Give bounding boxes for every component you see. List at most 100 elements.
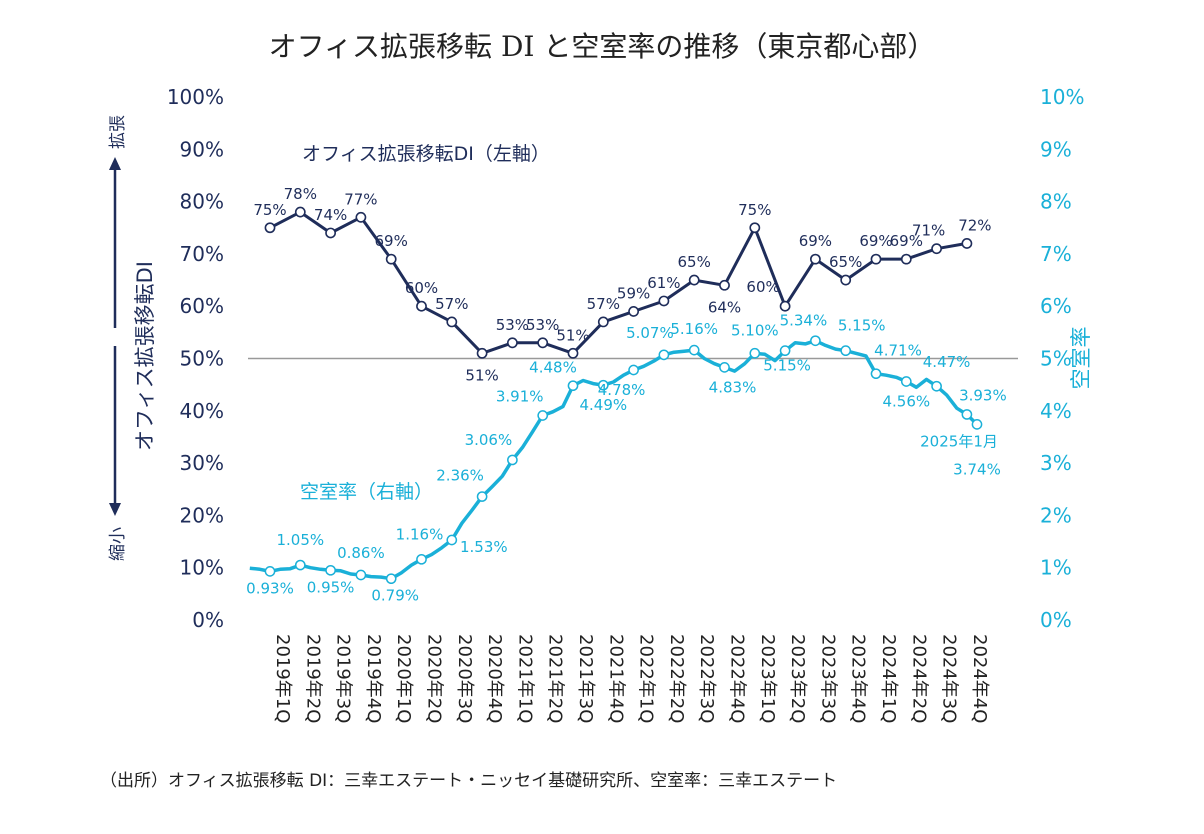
vacancy-data-label: 1.16%: [396, 525, 444, 543]
x-tick-label: 2021年3Q: [575, 634, 596, 723]
di-data-label: 61%: [647, 274, 680, 292]
di-data-label: 51%: [465, 366, 498, 384]
left-tick-label: 90%: [180, 137, 224, 161]
di-data-label: 65%: [678, 253, 711, 271]
vacancy-point: [567, 380, 579, 392]
vacancy-data-label: 0.79%: [371, 587, 419, 605]
di-data-label: 78%: [284, 185, 317, 203]
vacancy-point: [294, 559, 306, 571]
left-tick-label: 0%: [192, 608, 224, 632]
di-point: [355, 211, 367, 223]
vacancy-data-label: 5.16%: [670, 320, 718, 338]
chart-title: オフィス拡張移転 DI と空室率の推移（東京都心部）: [269, 30, 936, 63]
di-series: 75%78%74%77%69%60%57%51%53%53%51%57%59%6…: [253, 185, 991, 384]
di-point: [385, 253, 397, 265]
right-tick-label: 9%: [1040, 137, 1072, 161]
x-tick-label: 2021年2Q: [545, 634, 566, 723]
left-tick-label: 30%: [180, 451, 224, 475]
left-tick-label: 20%: [180, 503, 224, 527]
right-tick-label: 4%: [1040, 399, 1072, 423]
vacancy-point: [931, 380, 942, 392]
di-data-label: 51%: [556, 326, 589, 344]
di-point: [476, 347, 488, 359]
vacancy-data-label: 4.78%: [598, 381, 646, 399]
left-axis-title: オフィス拡張移転DI: [133, 261, 157, 451]
di-point: [628, 306, 639, 317]
di-data-label: 69%: [890, 232, 923, 250]
x-tick-label: 2022年3Q: [696, 634, 717, 723]
x-tick-label: 2021年4Q: [605, 634, 626, 723]
source-note: （出所）オフィス拡張移転 DI：三幸エステート・ニッセイ基礎研究所、空室率：三幸…: [100, 771, 837, 791]
vacancy-point: [719, 362, 730, 373]
di-line: [269, 210, 968, 355]
di-point: [567, 347, 579, 359]
vacancy-point: [507, 454, 518, 466]
vacancy-point: [446, 534, 458, 546]
di-point: [264, 222, 276, 234]
di-data-label: 57%: [435, 295, 468, 313]
di-point: [840, 274, 852, 286]
di-data-label: 64%: [708, 298, 741, 316]
right-tick-label: 7%: [1040, 242, 1072, 266]
di-data-label: 72%: [958, 216, 991, 234]
right-tick-label: 3%: [1040, 451, 1072, 475]
di-point: [688, 274, 700, 286]
di-point: [658, 295, 670, 307]
di-data-label: 65%: [829, 253, 862, 271]
right-tick-label: 1%: [1040, 556, 1072, 580]
vacancy-series-label: 空室率（右軸）: [300, 481, 433, 503]
x-tick-label: 2020年2Q: [424, 634, 445, 723]
right-axis-title: 空室率: [1069, 327, 1093, 390]
vacancy-data-label: 5.10%: [731, 321, 779, 339]
left-axis: 0% 10% 20% 30% 40% 50% 60% 70% 80% 90% 100%: [167, 85, 224, 632]
vacancy-data-label: 1.53%: [460, 538, 508, 556]
vacancy-data-label: 3.06%: [465, 431, 513, 449]
x-tick-label: 2020年4Q: [484, 634, 505, 723]
vacancy-point: [385, 573, 397, 585]
vacancy-point: [355, 569, 367, 581]
vacancy-point: [597, 379, 609, 391]
vacancy-point: [628, 364, 639, 376]
di-data-label: 74%: [314, 206, 347, 224]
vacancy-point: [325, 564, 336, 576]
vacancy-data-label: 4.71%: [874, 342, 922, 360]
vacancy-point: [749, 347, 761, 359]
vacancy-final-note: 2025年1月: [920, 432, 998, 450]
di-data-label: 75%: [253, 201, 286, 219]
vacancy-data-label: 4.56%: [882, 393, 930, 411]
vacancy-data-label: 4.47%: [923, 353, 971, 371]
x-tick-label: 2020年3Q: [454, 634, 475, 723]
di-data-label: 69%: [799, 232, 832, 250]
di-point: [900, 253, 912, 265]
vacancy-data-label: 0.95%: [307, 578, 355, 596]
x-tick-label: 2019年2Q: [302, 634, 323, 723]
left-axis-up-label: 拡張: [108, 115, 128, 149]
di-point: [325, 227, 336, 239]
di-point: [810, 253, 821, 265]
x-tick-label: 2023年3Q: [817, 634, 838, 723]
right-tick-label: 5%: [1040, 347, 1072, 371]
di-point: [931, 243, 942, 255]
left-axis-down-arrowhead: [109, 503, 121, 516]
vacancy-data-label: 3.93%: [959, 386, 1007, 404]
left-axis-down-label: 縮小: [108, 527, 128, 561]
vacancy-data-label: 2.36%: [436, 467, 484, 485]
vacancy-point: [779, 345, 791, 357]
x-tick-label: 2021年1Q: [514, 634, 535, 723]
di-data-label: 75%: [738, 201, 771, 219]
di-point: [719, 279, 730, 291]
di-point: [597, 316, 609, 328]
di-data-label: 53%: [496, 316, 529, 334]
x-axis: 2019年1Q 2019年2Q 2019年3Q 2019年4Q 2020年1Q 2020年…: [272, 634, 990, 723]
vacancy-point: [537, 410, 549, 421]
vacancy-point: [416, 553, 427, 565]
vacancy-data-label: 4.83%: [709, 378, 757, 396]
di-point: [537, 337, 549, 349]
vacancy-data-label: 5.34%: [780, 312, 828, 330]
vacancy-data-label: 5.15%: [763, 357, 811, 375]
right-axis: 0% 1% 2% 3% 4% 5% 6% 7% 8% 9% 10%: [1040, 85, 1084, 632]
vacancy-point: [658, 349, 670, 361]
di-data-label: 71%: [912, 222, 945, 240]
di-data-label: 57%: [587, 295, 620, 313]
x-tick-label: 2024年3Q: [939, 634, 960, 723]
